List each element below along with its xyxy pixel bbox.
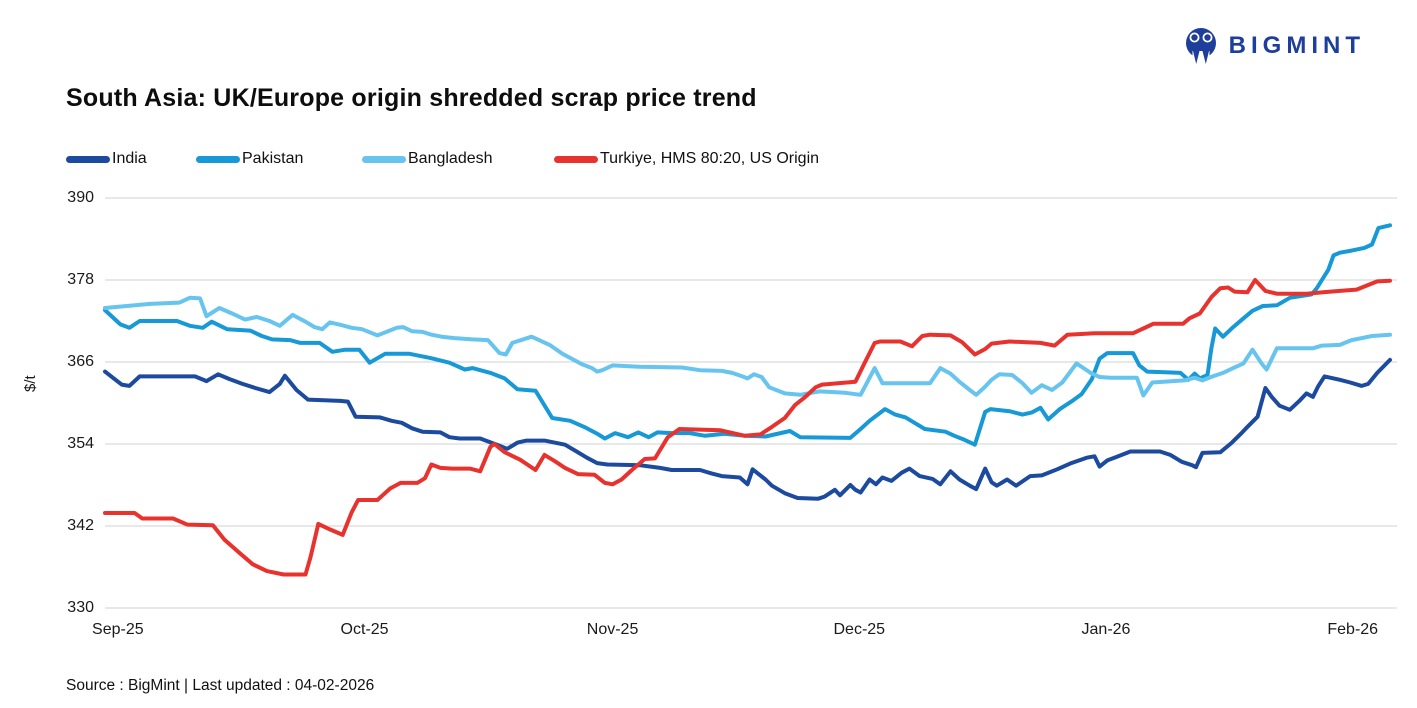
legend-swatch-india — [66, 155, 110, 163]
series-line-pakistan — [103, 223, 1392, 447]
line-chart-svg — [103, 197, 1397, 609]
legend-swatch-bangladesh — [362, 155, 406, 163]
series-line-bangladesh — [103, 295, 1392, 398]
legend-swatch-pakistan — [196, 155, 240, 163]
bigmint-logo: BIGMINT — [1182, 27, 1365, 65]
legend-item-bangladesh: Bangladesh — [362, 150, 554, 168]
source-note: Source : BigMint | Last updated : 04-02-… — [66, 677, 375, 694]
bigmint-logo-icon — [1185, 28, 1216, 64]
chart-legend: India Pakistan Bangladesh Turkiye, HMS 80:2… — [66, 150, 819, 168]
x-tick-label-nov-25: Nov-25 — [586, 621, 639, 638]
x-tick-label-dec-25: Dec-25 — [833, 621, 886, 638]
legend-item-pakistan: Pakistan — [196, 150, 362, 168]
y-tick-label-390: 390 — [67, 189, 94, 206]
y-tick-label-342: 342 — [67, 517, 94, 534]
legend-label-pakistan: Pakistan — [242, 150, 304, 167]
plot-area — [103, 190, 1397, 620]
y-tick-label-378: 378 — [67, 271, 94, 288]
series-line-turkiye-hms-80-20-us-origin — [103, 278, 1392, 577]
legend-swatch-turkiye-hms-80-20-us-origin — [554, 155, 598, 163]
x-tick-label-feb-26: Feb-26 — [1327, 621, 1379, 638]
legend-item-india: India — [66, 150, 196, 168]
bigmint-logo-text: BIGMINT — [1228, 32, 1365, 59]
legend-label-bangladesh: Bangladesh — [408, 150, 493, 167]
legend-label-turkiye-hms-80-20-us-origin: Turkiye, HMS 80:20, US Origin — [600, 150, 820, 167]
x-tick-label-sep-25: Sep-25 — [92, 621, 144, 638]
y-axis-title: $/t — [22, 375, 39, 392]
y-tick-label-366: 366 — [67, 353, 94, 370]
chart-title: South Asia: UK/Europe origin shredded sc… — [66, 84, 757, 112]
legend-item-turkiye-hms-80-20-us-origin: Turkiye, HMS 80:20, US Origin — [554, 150, 819, 168]
series-line-india — [103, 357, 1392, 501]
x-tick-label-oct-25: Oct-25 — [340, 621, 389, 638]
y-tick-label-330: 330 — [67, 599, 94, 616]
x-tick-label-jan-26: Jan-26 — [1081, 621, 1131, 638]
legend-label-india: India — [112, 150, 147, 167]
y-tick-label-354: 354 — [67, 435, 94, 452]
